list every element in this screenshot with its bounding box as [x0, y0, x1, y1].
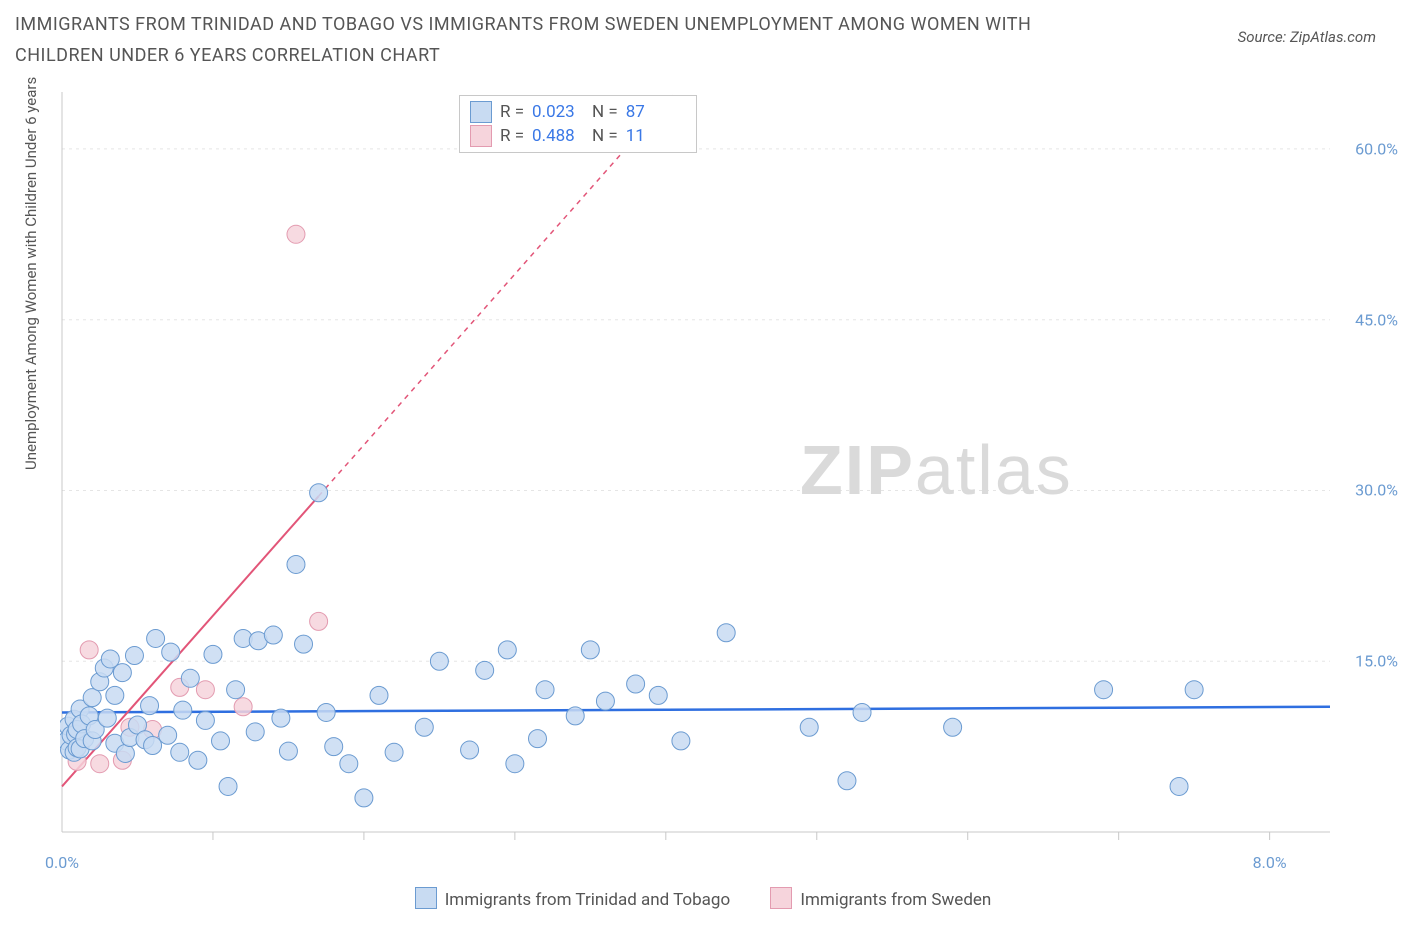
- chart-title: IMMIGRANTS FROM TRINIDAD AND TOBAGO VS I…: [15, 10, 1115, 71]
- legend-item-1: Immigrants from Trinidad and Tobago: [415, 890, 735, 910]
- y-tick-label: 15.0%: [1355, 652, 1398, 671]
- stat-label-n: N =: [592, 124, 618, 148]
- y-tick-label: 30.0%: [1355, 481, 1398, 500]
- swatch-series-1: [415, 887, 437, 909]
- legend-item-2: Immigrants from Sweden: [770, 890, 991, 910]
- legend-label-1: Immigrants from Trinidad and Tobago: [445, 890, 730, 910]
- stat-value-n-1: 87: [626, 100, 678, 124]
- stats-row-series-2: R = 0.488 N = 11: [470, 124, 678, 148]
- y-tick-label: 60.0%: [1355, 139, 1398, 158]
- stats-row-series-1: R = 0.023 N = 87: [470, 100, 678, 124]
- stat-label-r: R =: [500, 100, 524, 124]
- swatch-series-2: [770, 887, 792, 909]
- stat-label-n: N =: [592, 100, 618, 124]
- stat-value-r-2: 0.488: [532, 124, 584, 148]
- stat-value-n-2: 11: [626, 124, 678, 148]
- bottom-legend: Immigrants from Trinidad and Tobago Immi…: [0, 887, 1406, 910]
- source-label: Source: ZipAtlas.com: [1238, 28, 1376, 46]
- chart-area: [60, 92, 1390, 842]
- swatch-series-2: [470, 125, 492, 147]
- y-tick-label: 45.0%: [1355, 310, 1398, 329]
- swatch-series-1: [470, 101, 492, 123]
- scatter-plot: [60, 92, 1390, 842]
- stat-value-r-1: 0.023: [532, 100, 584, 124]
- legend-label-2: Immigrants from Sweden: [800, 890, 991, 910]
- stats-box: R = 0.023 N = 87 R = 0.488 N = 11: [459, 95, 697, 153]
- stat-label-r: R =: [500, 124, 524, 148]
- x-tick-label: 0.0%: [45, 853, 79, 872]
- y-axis-label: Unemployment Among Women with Children U…: [22, 77, 40, 470]
- x-tick-label: 8.0%: [1253, 853, 1287, 872]
